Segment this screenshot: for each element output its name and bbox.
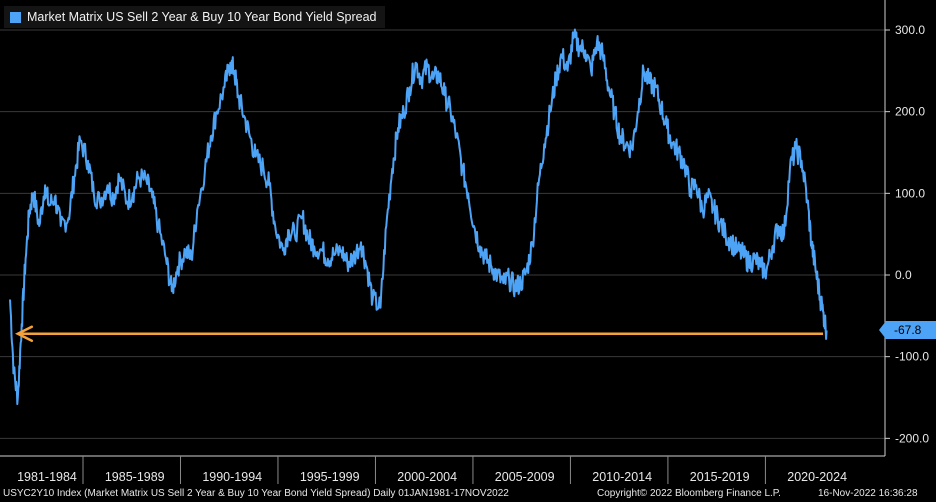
x-tick-label: 2020-2024: [787, 470, 847, 484]
y-tick-label: -200.0: [895, 431, 929, 445]
legend-label: Market Matrix US Sell 2 Year & Buy 10 Ye…: [27, 10, 377, 24]
legend-swatch: [10, 11, 21, 23]
x-tick-label: 2015-2019: [690, 470, 750, 484]
footer-ticker: USYC2Y10 Index (Market Matrix US Sell 2 …: [3, 488, 509, 499]
chart-legend: Market Matrix US Sell 2 Year & Buy 10 Ye…: [4, 6, 385, 28]
x-tick-label: 2000-2004: [397, 470, 457, 484]
y-tick-label: 200.0: [895, 105, 925, 119]
last-value-label: -67.8: [894, 323, 922, 337]
x-tick-label: 2005-2009: [495, 470, 555, 484]
y-tick-label: -100.0: [895, 350, 929, 364]
x-tick-label: 1985-1989: [105, 470, 165, 484]
chart-footer: USYC2Y10 Index (Market Matrix US Sell 2 …: [0, 486, 936, 502]
y-tick-label: 0.0: [895, 268, 912, 282]
annotation-arrow-head: [15, 325, 34, 343]
last-value-tag: -67.8: [879, 321, 936, 339]
y-tick-label: 300.0: [895, 23, 925, 37]
y-tick-label: 100.0: [895, 186, 925, 200]
x-tick-label: 2010-2014: [592, 470, 652, 484]
footer-timestamp: 16-Nov-2022 16:36:28: [818, 488, 918, 499]
x-tick-label: 1995-1999: [300, 470, 360, 484]
x-tick-label: 1990-1994: [202, 470, 262, 484]
spread-line: [9, 28, 828, 406]
x-tick-label: 1981-1984: [17, 470, 77, 484]
footer-copyright: Copyright© 2022 Bloomberg Finance L.P.: [597, 488, 781, 499]
